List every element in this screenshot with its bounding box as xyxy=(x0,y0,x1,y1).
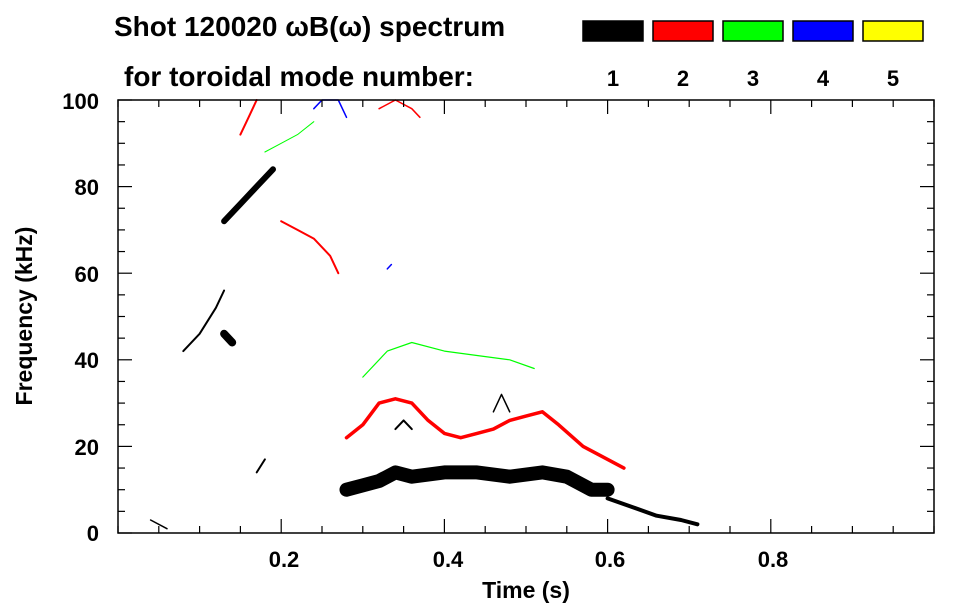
mode-2-trace xyxy=(378,99,421,119)
mode-3-trace xyxy=(362,341,535,378)
mode-1-trace xyxy=(339,465,615,497)
y-tick-label: 40 xyxy=(75,348,99,373)
legend-swatch-mode-2 xyxy=(652,20,714,42)
mode-4-trace xyxy=(386,263,393,270)
chart-subtitle: for toroidal mode number: xyxy=(124,61,474,92)
legend-swatch-mode-4 xyxy=(792,20,854,42)
x-tick-label: 0.6 xyxy=(595,547,626,572)
mode-1-trace xyxy=(149,519,168,530)
legend-label-mode-4: 4 xyxy=(817,66,830,91)
legend-swatch-mode-1 xyxy=(582,20,644,42)
x-tick-label: 0.2 xyxy=(269,547,300,572)
mode-1-trace xyxy=(255,458,266,474)
y-tick-label: 0 xyxy=(87,521,99,546)
mode-2-trace xyxy=(280,220,340,275)
y-axis-label: Frequency (kHz) xyxy=(11,227,37,406)
spectrum-traces xyxy=(149,99,700,530)
legend-label-mode-3: 3 xyxy=(747,66,759,91)
legend-swatch-mode-3 xyxy=(722,20,784,42)
mode-1-trace xyxy=(182,289,226,353)
y-tick-label: 60 xyxy=(75,262,99,287)
mode-4-trace xyxy=(313,99,348,119)
mode-legend: 1 2 3 4 5 xyxy=(582,20,924,91)
mode-2-trace xyxy=(344,397,626,470)
legend-label-mode-1: 1 xyxy=(607,66,619,91)
mode-1-trace xyxy=(605,496,700,527)
legend-label-mode-5: 5 xyxy=(887,66,899,91)
y-tick-labels: 0 20 40 60 80 100 xyxy=(62,89,99,546)
y-tick-label: 100 xyxy=(62,89,99,114)
mode-1-trace xyxy=(394,419,413,431)
axis-ticks xyxy=(117,99,935,534)
mode-2-trace xyxy=(239,99,258,136)
y-tick-label: 20 xyxy=(75,435,99,460)
mode-3-trace xyxy=(264,121,315,153)
mode-1-trace xyxy=(492,393,511,413)
x-tick-label: 0.8 xyxy=(758,547,789,572)
x-axis-label: Time (s) xyxy=(482,577,570,603)
y-tick-label: 80 xyxy=(75,175,99,200)
mode-1-trace xyxy=(220,329,237,347)
x-tick-labels: 0.2 0.4 0.6 0.8 xyxy=(269,547,789,572)
x-tick-label: 0.4 xyxy=(433,547,464,572)
legend-swatch-mode-5 xyxy=(862,20,924,42)
mode-1-trace xyxy=(221,166,276,225)
chart-title: Shot 120020 ωB(ω) spectrum xyxy=(114,11,505,42)
legend-label-mode-2: 2 xyxy=(677,66,689,91)
